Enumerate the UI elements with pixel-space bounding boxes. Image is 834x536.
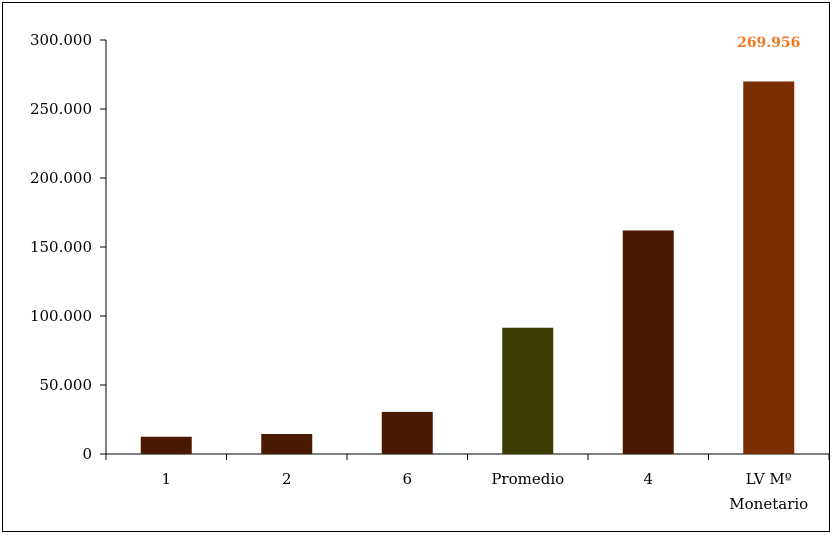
y-tick-label: 0 (82, 445, 92, 463)
data-labels: 269.956 (737, 35, 800, 51)
y-tick-label: 250.000 (30, 100, 92, 118)
x-tick-label-line: 1 (161, 470, 171, 488)
x-tick-label-line: LV Mº (746, 470, 792, 488)
y-axis: 0 50.000 100.000 150.000 200.000 250.000 300.0… (30, 31, 107, 463)
bars (140, 81, 795, 454)
bar-2 (261, 433, 313, 454)
x-tick-label: 1 (161, 470, 171, 488)
y-tick-label: 100.000 (30, 307, 92, 325)
bar-5 (622, 230, 674, 454)
y-tick-label: 200.000 (30, 169, 92, 187)
bar-1 (140, 436, 192, 454)
x-tick-label: Promedio (491, 470, 564, 488)
y-tick-label: 300.000 (30, 31, 92, 49)
x-tick-label: 6 (402, 470, 412, 488)
x-tick-label: 4 (643, 470, 653, 488)
x-axis: 1 2 6 Promedio 4 LV Mº Monetario (105, 453, 830, 513)
x-tick-label-line: 2 (282, 470, 292, 488)
x-tick-label-line: 6 (402, 470, 412, 488)
bar-4 (502, 327, 554, 454)
x-tick-label-line: 4 (643, 470, 653, 488)
bar-3 (381, 411, 433, 454)
y-tick-label: 50.000 (40, 376, 93, 394)
data-label: 269.956 (737, 35, 800, 51)
y-tick-label: 150.000 (30, 238, 92, 256)
x-tick-label-line: Promedio (491, 470, 564, 488)
x-tick-label: LV Mº Monetario (729, 470, 808, 513)
bar-6 (743, 81, 795, 454)
x-tick-label: 2 (282, 470, 292, 488)
x-tick-label-line: Monetario (729, 495, 808, 513)
